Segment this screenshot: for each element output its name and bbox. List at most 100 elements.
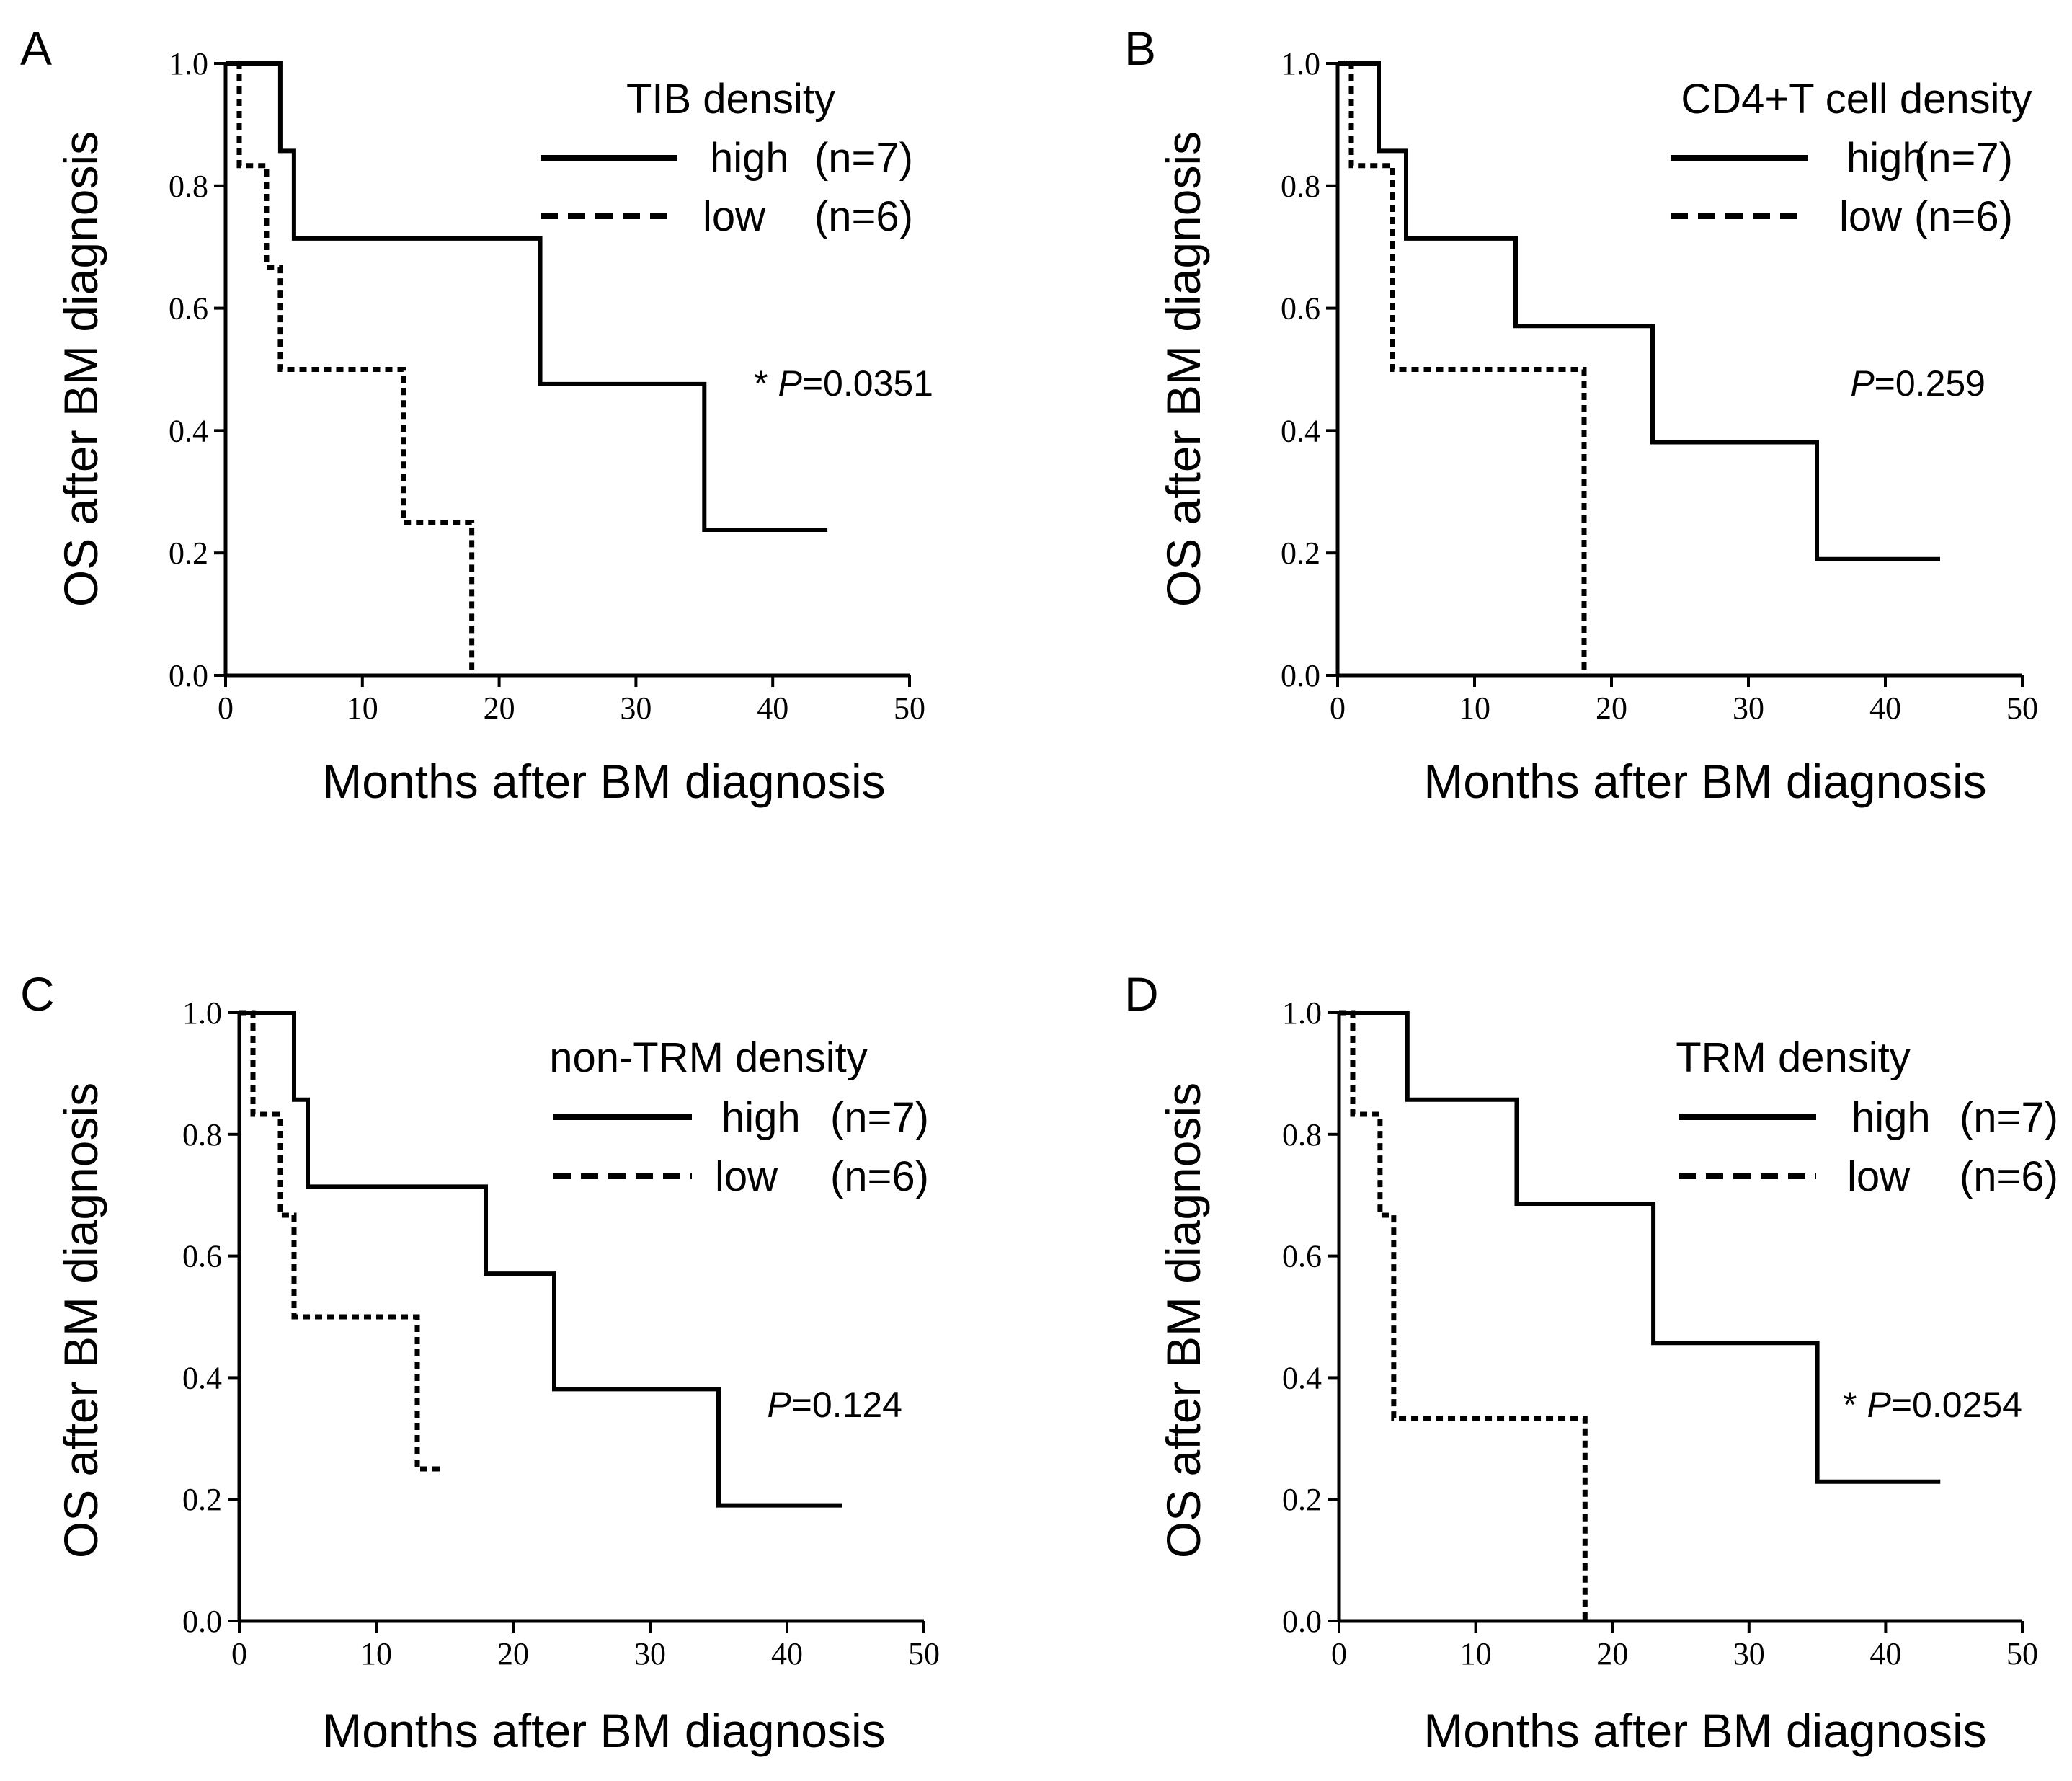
y-tick-label: 0.2 [1282,1482,1322,1517]
x-axis-label: Months after BM diagnosis [322,755,885,808]
y-tick-label: 0.4 [1281,413,1320,448]
x-tick-label: 10 [1460,1636,1492,1671]
x-tick-label: 0 [1330,690,1346,726]
x-tick-label: 20 [484,690,515,726]
p-value-symbol: P [778,363,803,404]
legend-n-high: (n=7) [814,135,913,182]
p-value-symbol: P [1850,363,1875,404]
y-tick-label: 0.8 [1282,1117,1322,1152]
x-tick-label: 50 [2006,1636,2038,1671]
y-tick-label: 0.0 [169,658,208,693]
x-tick-label: 50 [894,690,925,726]
legend-n-high: (n=7) [1914,135,2013,182]
p-value-star: * [754,363,778,404]
km-curve-low [1338,61,1587,675]
y-tick-label: 0.6 [1281,291,1320,327]
y-tick-label: 0.4 [169,413,208,448]
legend-title: CD4+T cell density [1681,76,2032,123]
x-tick-label: 20 [1596,690,1627,726]
legend-label-high: high [1851,1094,1931,1141]
panel-label: D [1124,967,1159,1021]
panel-label: B [1124,22,1156,75]
legend-n-low: (n=6) [1960,1153,2058,1200]
legend-n-high: (n=7) [1960,1094,2058,1141]
y-axis-label: OS after BM diagnosis [54,131,107,607]
p-value-annotation: P=0.259 [1850,363,1986,404]
km-curve-high [1339,1011,1941,1484]
legend-label-high: high [1846,135,1926,182]
legend-n-low: (n=6) [830,1153,929,1200]
y-axis-label: OS after BM diagnosis [1157,131,1210,607]
km-curve-high [226,61,828,532]
legend-title: TIB density [626,76,835,123]
legend-label-low: low [703,193,766,240]
legend-label-high: high [710,135,789,182]
y-tick-label: 0.2 [182,1482,222,1517]
p-value-symbol: P [767,1385,791,1425]
km-curve-low [226,61,475,675]
y-tick-label: 1.0 [182,995,222,1031]
x-tick-label: 40 [757,690,788,726]
x-tick-label: 10 [360,1636,392,1671]
x-tick-label: 30 [634,1636,666,1671]
panel-label: C [20,967,55,1021]
x-axis-label: Months after BM diagnosis [1423,755,1986,808]
km-panel-b: B 0 10 20 30 40 50 0.0 0.2 0.4 0.6 0.8 1.0 Months aft… [1124,22,2038,808]
x-tick-label: 50 [908,1636,940,1671]
x-tick-label: 20 [1596,1636,1628,1671]
p-value-symbol: P [1867,1385,1892,1425]
p-value-annotation: P=0.124 [767,1385,902,1425]
x-tick-label: 10 [1459,690,1490,726]
y-tick-label: 0.8 [182,1117,222,1152]
p-value-number: =0.259 [1875,363,1986,404]
km-curve-high [239,1011,842,1508]
km-curve-low [1339,1010,1588,1621]
y-tick-label: 0.6 [169,291,208,327]
y-tick-label: 0.0 [182,1604,222,1639]
p-value-number: =0.0351 [802,363,933,404]
y-tick-label: 0.4 [1282,1360,1322,1395]
legend-n-low: (n=6) [1914,193,2013,240]
x-tick-label: 30 [1733,690,1764,726]
km-panel-a: A 0 10 20 30 40 50 0.0 0.2 0.4 0.6 0.8 1.0 Months aft… [20,22,933,808]
x-axis-label: Months after BM diagnosis [1423,1704,1986,1757]
y-tick-label: 0.4 [182,1360,222,1395]
y-axis-label: OS after BM diagnosis [1157,1083,1210,1558]
x-axis-label: Months after BM diagnosis [322,1704,885,1757]
x-tick-label: 40 [1869,1636,1901,1671]
legend-title: non-TRM density [549,1034,868,1081]
y-tick-label: 0.2 [169,536,208,571]
legend-label-low: low [715,1153,778,1200]
x-tick-label: 30 [1733,1636,1765,1671]
y-tick-label: 0.6 [182,1239,222,1274]
y-tick-label: 0.0 [1281,658,1320,693]
x-tick-label: 0 [1331,1636,1347,1671]
y-axis-label: OS after BM diagnosis [54,1083,107,1558]
y-tick-label: 1.0 [169,46,208,81]
legend-n-high: (n=7) [830,1094,929,1141]
panel-label: A [20,22,52,75]
p-value-number: =0.0254 [1891,1385,2022,1425]
legend-label-low: low [1839,193,1903,240]
km-panel-c: C 0 10 20 30 40 50 0.0 0.2 0.4 0.6 0.8 1.0 Months aft… [20,967,940,1757]
x-tick-label: 30 [620,690,652,726]
legend-label-high: high [721,1094,801,1141]
legend-label-low: low [1847,1153,1911,1200]
y-tick-label: 0.8 [1281,169,1320,204]
y-tick-label: 1.0 [1282,995,1322,1031]
y-tick-label: 0.2 [1281,536,1320,571]
x-tick-label: 50 [2006,690,2038,726]
y-tick-label: 0.6 [1282,1239,1322,1274]
x-tick-label: 40 [1869,690,1901,726]
p-value-star: * [1843,1385,1867,1425]
x-tick-label: 0 [231,1636,247,1671]
legend-n-low: (n=6) [814,193,913,240]
p-value-annotation: * P=0.0351 [754,363,933,404]
x-tick-label: 10 [347,690,378,726]
y-tick-label: 0.0 [1282,1604,1322,1639]
km-panel-d: D 0 10 20 30 40 50 0.0 0.2 0.4 0.6 0.8 1.0 Months aft… [1124,967,2058,1757]
x-tick-label: 40 [771,1636,803,1671]
km-curve-low [239,1010,445,1472]
y-tick-label: 0.8 [169,169,208,204]
